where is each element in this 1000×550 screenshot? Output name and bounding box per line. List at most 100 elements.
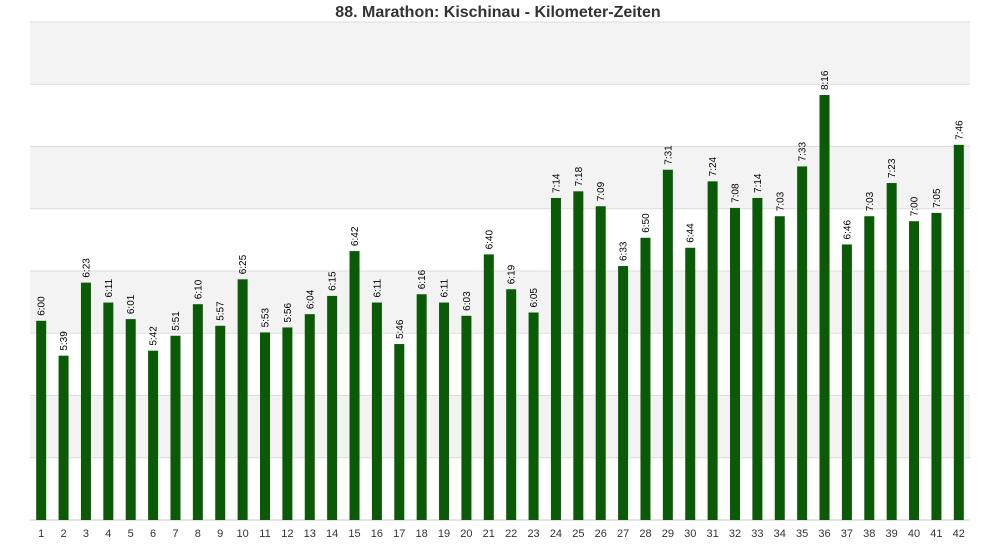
bar-km-40 bbox=[909, 221, 920, 520]
x-tick-label: 31 bbox=[706, 528, 718, 540]
bar-km-32 bbox=[730, 207, 740, 521]
x-tick-label: 12 bbox=[281, 528, 293, 540]
x-tick-label: 32 bbox=[729, 528, 741, 540]
data-label: 5:53 bbox=[261, 308, 272, 328]
data-label: 6:25 bbox=[238, 254, 249, 274]
x-tick-label: 26 bbox=[595, 528, 607, 540]
x-tick-label: 1 bbox=[38, 528, 44, 540]
data-label: 7:14 bbox=[551, 173, 562, 193]
bar-km-17 bbox=[394, 344, 405, 520]
bar-km-22 bbox=[506, 289, 517, 520]
bar-km-16 bbox=[371, 302, 382, 520]
x-tick-label: 10 bbox=[236, 528, 248, 540]
data-label: 6:03 bbox=[462, 291, 473, 311]
x-tick-label: 5 bbox=[128, 528, 134, 540]
data-label: 5:42 bbox=[149, 326, 160, 346]
grid-band bbox=[30, 271, 970, 334]
bar-km-25 bbox=[573, 191, 584, 520]
data-label: 5:57 bbox=[216, 301, 227, 321]
data-label: 6:04 bbox=[305, 289, 316, 309]
data-label: 6:05 bbox=[529, 288, 540, 308]
data-label: 6:11 bbox=[440, 278, 451, 297]
bar-km-30 bbox=[685, 247, 696, 520]
data-label: 6:42 bbox=[350, 226, 361, 246]
bar-km-31 bbox=[707, 181, 718, 521]
data-label: 7:23 bbox=[887, 158, 898, 178]
chart-title: 88. Marathon: Kischinau - Kilometer-Zeit… bbox=[335, 4, 660, 21]
bar-km-7 bbox=[170, 335, 181, 520]
x-tick-label: 37 bbox=[841, 528, 853, 540]
x-tick-label: 19 bbox=[438, 528, 450, 540]
x-tick-label: 3 bbox=[83, 528, 89, 540]
x-tick-label: 9 bbox=[217, 528, 223, 540]
x-tick-label: 15 bbox=[348, 528, 360, 540]
x-tick-label: 11 bbox=[259, 528, 270, 540]
data-label: 7:03 bbox=[865, 191, 876, 211]
data-label: 6:50 bbox=[641, 213, 652, 233]
grid-band bbox=[30, 84, 970, 147]
data-label: 7:08 bbox=[731, 183, 742, 203]
data-label: 7:33 bbox=[798, 142, 809, 162]
x-tick-label: 7 bbox=[172, 528, 178, 540]
x-tick-label: 39 bbox=[886, 528, 898, 540]
x-tick-label: 38 bbox=[863, 528, 875, 540]
x-tick-label: 13 bbox=[304, 528, 316, 540]
data-label: 8:16 bbox=[820, 70, 831, 90]
x-tick-label: 36 bbox=[818, 528, 830, 540]
data-label: 5:46 bbox=[395, 319, 406, 339]
x-tick-label: 16 bbox=[371, 528, 383, 540]
data-label: 6:19 bbox=[507, 264, 518, 284]
grid-band bbox=[30, 333, 970, 396]
x-tick-label: 29 bbox=[662, 528, 674, 540]
data-label: 7:05 bbox=[932, 188, 943, 208]
data-label: 6:11 bbox=[372, 278, 383, 297]
bar-km-12 bbox=[282, 327, 293, 520]
bar-km-35 bbox=[797, 166, 808, 521]
data-label: 6:11 bbox=[104, 278, 115, 297]
x-tick-label: 25 bbox=[572, 528, 584, 540]
x-tick-label: 14 bbox=[326, 528, 338, 540]
bar-km-34 bbox=[774, 216, 785, 520]
bar-km-39 bbox=[886, 183, 897, 520]
bar-km-2 bbox=[58, 355, 69, 520]
x-axis-ticks: 1 2 3 4 5 6 7 8 9 10 11 12 13 14 15 16 17 18 19 20 21 22 23 24 2… bbox=[38, 528, 965, 540]
x-tick-label: 35 bbox=[796, 528, 808, 540]
x-tick-label: 23 bbox=[527, 528, 539, 540]
data-label: 7:24 bbox=[708, 156, 719, 176]
x-tick-label: 33 bbox=[751, 528, 763, 540]
data-label: 6:15 bbox=[328, 271, 339, 291]
data-label: 6:40 bbox=[484, 229, 495, 249]
x-tick-label: 30 bbox=[684, 528, 696, 540]
x-tick-label: 2 bbox=[61, 528, 67, 540]
bar-km-18 bbox=[416, 294, 427, 520]
x-tick-label: 27 bbox=[617, 528, 629, 540]
bars-group: 6:00 5:39 6:23 6:11 6:01 5:42 5:51 6:10 5:57 6:25… bbox=[36, 70, 965, 521]
bar-km-37 bbox=[841, 244, 852, 520]
grid-band bbox=[30, 22, 970, 85]
bar-km-4 bbox=[103, 302, 114, 520]
bar-km-38 bbox=[864, 216, 875, 520]
x-tick-label: 20 bbox=[460, 528, 472, 540]
x-tick-label: 21 bbox=[483, 528, 495, 540]
bar-km-14 bbox=[327, 295, 338, 520]
grid-band bbox=[30, 208, 970, 271]
x-tick-label: 18 bbox=[416, 528, 428, 540]
data-label: 6:23 bbox=[81, 258, 92, 278]
data-label: 5:51 bbox=[171, 311, 182, 331]
x-tick-label: 40 bbox=[908, 528, 920, 540]
bar-km-19 bbox=[439, 302, 450, 520]
bar-km-11 bbox=[260, 332, 270, 520]
data-label: 7:14 bbox=[753, 173, 764, 193]
data-label: 6:10 bbox=[193, 279, 204, 299]
x-tick-label: 8 bbox=[195, 528, 201, 540]
data-label: 7:18 bbox=[574, 166, 585, 186]
bar-km-36 bbox=[819, 95, 830, 520]
bar-km-20 bbox=[461, 315, 472, 520]
x-tick-label: 42 bbox=[953, 528, 965, 540]
x-tick-label: 28 bbox=[639, 528, 651, 540]
bar-km-23 bbox=[528, 312, 539, 520]
bar-km-13 bbox=[304, 314, 315, 520]
data-label: 6:44 bbox=[686, 223, 697, 243]
